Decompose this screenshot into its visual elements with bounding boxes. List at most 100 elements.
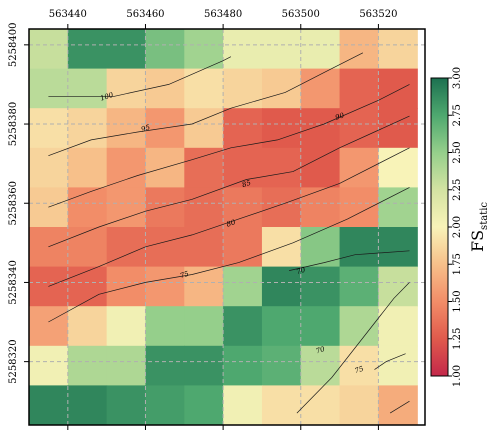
colorbar-tick-label: 2.75 <box>452 104 463 126</box>
heatmap-cell <box>68 385 107 425</box>
x-tick-label: 563440 <box>49 9 87 20</box>
colorbar-label: FSstatic <box>468 202 490 252</box>
heatmap-cell <box>145 227 184 267</box>
colorbar-tick-label: 1.25 <box>452 328 463 350</box>
y-tick-label: 5258320 <box>8 339 19 384</box>
colorbar-gradient <box>431 78 448 376</box>
heatmap-cell <box>340 148 379 188</box>
heatmap-cell <box>262 108 301 148</box>
heatmap-cell <box>223 69 262 109</box>
heatmap-cell <box>184 187 223 227</box>
heatmap-cell <box>107 29 146 69</box>
colorbar: 1.00 1.25 1.50 1.75 2.00 2.25 2.50 2.75 3.00 FSs… <box>431 67 490 387</box>
heatmap-cell <box>340 306 379 346</box>
heatmap-cell <box>262 346 301 386</box>
heatmap-cell <box>223 346 262 386</box>
heatmap-cell <box>107 346 146 386</box>
heatmap-cell <box>340 385 379 425</box>
heatmap-cell <box>262 148 301 188</box>
heatmap-cell <box>184 148 223 188</box>
heatmap-cell <box>340 108 379 148</box>
heatmap-cell <box>301 267 340 307</box>
heatmap-cell <box>262 267 301 307</box>
x-tick-label: 563480 <box>204 9 242 20</box>
heatmap-cell <box>184 227 223 267</box>
x-tick-label: 563460 <box>126 9 164 20</box>
heatmap-cell <box>29 148 68 188</box>
heatmap-cell <box>262 385 301 425</box>
heatmap-cell <box>29 306 68 346</box>
heatmap-cell <box>223 29 262 69</box>
y-tick-label: 5258360 <box>8 181 19 226</box>
heatmap-cell <box>145 346 184 386</box>
heatmap-cell <box>29 227 68 267</box>
heatmap-cell <box>184 69 223 109</box>
heatmap-cell <box>68 187 107 227</box>
heatmap-cell <box>378 385 417 425</box>
heatmap-cell <box>107 306 146 346</box>
heatmap-cell <box>340 187 379 227</box>
heatmap-cell <box>29 29 68 69</box>
heatmap-cell <box>107 69 146 109</box>
heatmap-cell <box>107 385 146 425</box>
heatmap-cell <box>262 69 301 109</box>
heatmap-cell <box>145 385 184 425</box>
heatmap-cell <box>223 385 262 425</box>
y-axis-left: 5258400 5258380 5258360 5258340 5258320 <box>8 23 29 384</box>
y-tick-label: 5258380 <box>8 102 19 147</box>
heatmap-cell <box>223 108 262 148</box>
heatmap-cell <box>29 346 68 386</box>
heatmap-cell <box>29 267 68 307</box>
colorbar-ticks: 1.00 1.25 1.50 1.75 2.00 2.25 2.50 2.75 3.00 <box>448 67 463 387</box>
y-tick-label: 5258400 <box>8 23 19 68</box>
heatmap-cell <box>68 227 107 267</box>
x-tick-label: 563500 <box>282 9 320 20</box>
heatmap-cell <box>262 306 301 346</box>
heatmap-cell <box>145 148 184 188</box>
y-tick-label: 5258340 <box>8 260 19 305</box>
heatmap-cell <box>184 306 223 346</box>
heatmap-cell <box>378 306 417 346</box>
heatmap-cell <box>301 306 340 346</box>
heatmap-cell <box>184 267 223 307</box>
heatmap-cell <box>184 385 223 425</box>
heatmap-cell <box>68 346 107 386</box>
heatmap-cell <box>223 306 262 346</box>
colorbar-label-subscript: static <box>479 202 490 230</box>
colorbar-tick-label: 2.00 <box>452 216 463 238</box>
heatmap-cell <box>301 385 340 425</box>
heatmap-cell <box>378 227 417 267</box>
heatmap-cell <box>262 29 301 69</box>
heatmap-cell <box>68 108 107 148</box>
heatmap-cell <box>301 29 340 69</box>
heatmap-cell <box>378 267 417 307</box>
heatmap-cell <box>340 227 379 267</box>
heatmap-cell <box>378 346 417 386</box>
heatmap-cell <box>301 148 340 188</box>
heatmap-cell <box>184 346 223 386</box>
x-tick-label: 563520 <box>359 9 397 20</box>
heatmap-cell <box>68 148 107 188</box>
colorbar-tick-label: 1.75 <box>452 253 463 275</box>
heatmap-cell <box>340 29 379 69</box>
heatmap-cell <box>184 108 223 148</box>
heatmap-cell <box>68 306 107 346</box>
colorbar-tick-label: 2.50 <box>452 141 463 163</box>
heatmap-cell <box>378 69 417 109</box>
heatmap-cell <box>223 267 262 307</box>
heatmap-cell <box>145 69 184 109</box>
heatmap-cell <box>340 267 379 307</box>
heatmap-cell <box>301 227 340 267</box>
heatmap-cell <box>107 148 146 188</box>
heatmap-cell <box>68 29 107 69</box>
heatmap-cell <box>378 108 417 148</box>
heatmap-cell <box>29 385 68 425</box>
colorbar-tick-label: 1.00 <box>452 365 463 387</box>
heatmap-cell <box>262 187 301 227</box>
heatmap-cell <box>107 187 146 227</box>
heatmap-cell <box>378 29 417 69</box>
heatmap-cell <box>29 108 68 148</box>
heatmap-cell <box>29 69 68 109</box>
heatmap-cell <box>107 267 146 307</box>
colorbar-tick-label: 3.00 <box>452 67 463 89</box>
